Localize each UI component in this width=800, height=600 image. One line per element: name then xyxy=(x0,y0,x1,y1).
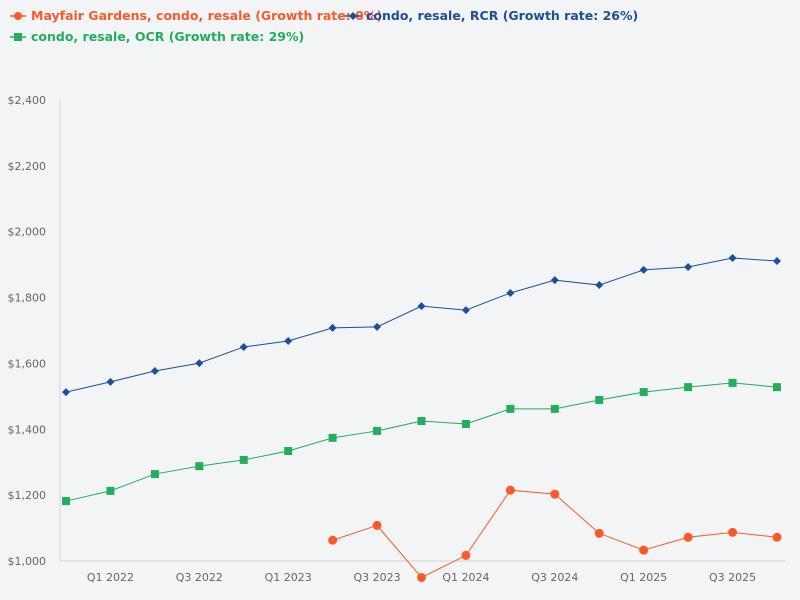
data-point xyxy=(595,395,604,404)
series-line-0 xyxy=(332,489,778,579)
x-tick-label: Q3 2024 xyxy=(531,571,578,584)
data-point xyxy=(150,470,159,479)
x-tick-label: Q1 2023 xyxy=(265,571,312,584)
data-point xyxy=(773,383,781,392)
data-point xyxy=(195,359,204,368)
data-point xyxy=(461,306,470,315)
data-point xyxy=(595,281,604,290)
legend-item-rcr[interactable]: condo, resale, RCR (Growth rate: 26%) xyxy=(345,8,638,23)
y-tick-label: $1,200 xyxy=(8,489,47,502)
data-point xyxy=(728,527,738,537)
data-point xyxy=(239,342,248,351)
diamond-marker-icon xyxy=(345,11,361,20)
data-point xyxy=(328,535,338,545)
data-point xyxy=(461,420,470,429)
y-tick-label: $1,800 xyxy=(8,292,47,305)
data-point xyxy=(284,447,293,456)
legend-label: condo, resale, RCR (Growth rate: 26%) xyxy=(366,8,639,23)
legend-item-ocr[interactable]: condo, resale, OCR (Growth rate: 29%) xyxy=(10,29,304,44)
y-tick-label: $1,000 xyxy=(8,555,47,568)
data-point xyxy=(284,337,293,346)
data-point xyxy=(550,489,560,499)
data-point xyxy=(772,532,782,542)
data-point xyxy=(550,404,559,413)
data-point xyxy=(684,262,693,271)
x-tick-label: Q1 2025 xyxy=(620,571,667,584)
data-point xyxy=(328,323,337,332)
data-point xyxy=(372,520,382,530)
data-point xyxy=(461,550,471,560)
series-line-1 xyxy=(65,257,778,393)
data-point xyxy=(683,532,693,542)
data-point xyxy=(639,265,648,274)
data-point xyxy=(417,572,426,582)
data-point xyxy=(550,276,559,285)
legend-label: condo, resale, OCR (Growth rate: 29%) xyxy=(31,29,305,44)
data-point xyxy=(773,257,781,266)
data-point xyxy=(639,388,648,397)
data-point xyxy=(417,302,426,311)
legend-label: Mayfair Gardens, condo, resale (Growth r… xyxy=(31,8,383,23)
data-point xyxy=(506,404,515,413)
y-tick-label: $1,600 xyxy=(8,357,47,370)
data-point xyxy=(684,383,693,392)
data-point xyxy=(506,288,515,297)
data-point xyxy=(195,462,204,471)
data-point xyxy=(150,367,159,376)
x-tick-label: Q3 2022 xyxy=(176,571,223,584)
series-line-2 xyxy=(65,382,778,502)
data-point xyxy=(505,485,515,495)
data-point xyxy=(373,426,382,435)
square-marker-icon xyxy=(10,32,26,41)
x-tick-label: Q3 2025 xyxy=(709,571,756,584)
y-tick-label: $2,400 xyxy=(8,94,47,107)
data-point xyxy=(594,528,604,538)
data-point xyxy=(106,377,115,386)
x-tick-label: Q1 2024 xyxy=(442,571,489,584)
data-point xyxy=(239,455,248,464)
data-point xyxy=(728,254,737,263)
x-tick-label: Q3 2023 xyxy=(353,571,400,584)
data-point xyxy=(373,322,382,331)
data-point xyxy=(62,388,70,397)
data-point xyxy=(106,486,115,495)
data-point xyxy=(62,497,70,506)
y-tick-label: $2,000 xyxy=(8,226,47,239)
data-point xyxy=(328,433,337,442)
data-point xyxy=(639,545,649,555)
y-tick-label: $1,400 xyxy=(8,423,47,436)
x-tick-label: Q1 2022 xyxy=(87,571,134,584)
circle-marker-icon xyxy=(10,11,26,20)
y-tick-label: $2,200 xyxy=(8,160,47,173)
data-point xyxy=(728,378,737,387)
legend-item-mayfair[interactable]: Mayfair Gardens, condo, resale (Growth r… xyxy=(10,8,382,23)
data-point xyxy=(417,417,426,426)
